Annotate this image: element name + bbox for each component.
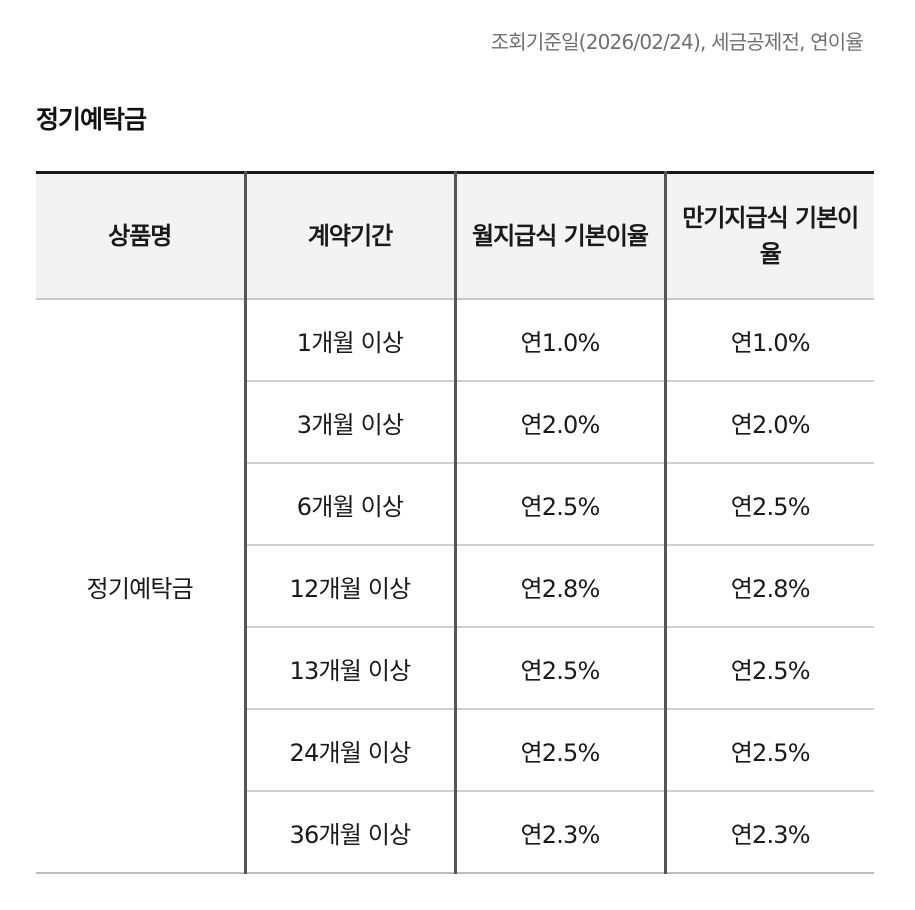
header-maturity-rate: 만기지급식 기본이율	[663, 172, 874, 300]
table-row: 36개월 이상 연2.3% 연2.3%	[36, 791, 874, 874]
period-cell: 24개월 이상	[243, 709, 455, 792]
table-header-row: 상품명 계약기간 월지급식 기본이율 만기지급식 기본이율	[36, 172, 874, 300]
product-name-cell: 정기예탁금	[36, 299, 245, 874]
period-cell: 6개월 이상	[243, 463, 455, 546]
monthly-rate-cell: 연2.5%	[453, 627, 665, 710]
monthly-rate-cell: 연2.8%	[453, 545, 665, 628]
period-cell: 1개월 이상	[243, 299, 455, 382]
monthly-rate-cell: 연2.0%	[453, 381, 665, 464]
table-row: 6개월 이상 연2.5% 연2.5%	[36, 463, 874, 546]
maturity-rate-cell: 연1.0%	[663, 299, 874, 382]
period-cell: 36개월 이상	[243, 791, 455, 874]
maturity-rate-cell: 연2.8%	[663, 545, 874, 628]
section-title: 정기예탁금	[36, 105, 147, 134]
period-cell: 3개월 이상	[243, 381, 455, 464]
rate-table: 상품명 계약기간 월지급식 기본이율 만기지급식 기본이율 정기예탁금 1개월 …	[36, 171, 874, 874]
maturity-rate-cell: 연2.3%	[663, 791, 874, 874]
maturity-rate-cell: 연2.5%	[663, 627, 874, 710]
rate-notice: 조회기준일(2026/02/24), 세금공제전, 연이율	[490, 30, 864, 54]
maturity-rate-cell: 연2.0%	[663, 381, 874, 464]
monthly-rate-cell: 연2.5%	[453, 463, 665, 546]
table-row: 정기예탁금 1개월 이상 연1.0% 연1.0%	[36, 299, 874, 874]
maturity-rate-cell: 연2.5%	[663, 463, 874, 546]
period-cell: 13개월 이상	[243, 627, 455, 710]
monthly-rate-cell: 연2.5%	[453, 709, 665, 792]
header-period: 계약기간	[243, 172, 455, 300]
monthly-rate-cell: 연2.3%	[453, 791, 665, 874]
table-row: 3개월 이상 연2.0% 연2.0%	[36, 381, 874, 464]
maturity-rate-cell: 연2.5%	[663, 709, 874, 792]
period-cell: 12개월 이상	[243, 545, 455, 628]
header-product: 상품명	[36, 172, 245, 300]
table-row: 24개월 이상 연2.5% 연2.5%	[36, 709, 874, 792]
table-row: 13개월 이상 연2.5% 연2.5%	[36, 627, 874, 710]
monthly-rate-cell: 연1.0%	[453, 299, 665, 382]
header-monthly-rate: 월지급식 기본이율	[453, 172, 665, 300]
table-row: 12개월 이상 연2.8% 연2.8%	[36, 545, 874, 628]
